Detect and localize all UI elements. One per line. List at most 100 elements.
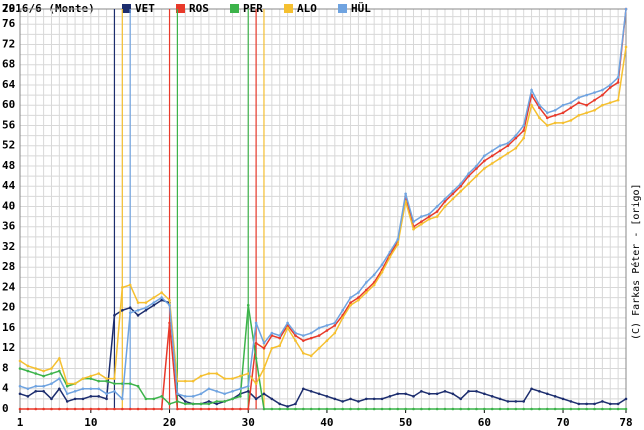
data-point — [262, 407, 266, 411]
data-point — [427, 407, 431, 411]
data-point — [262, 341, 266, 345]
data-point — [349, 296, 352, 299]
data-point — [380, 270, 384, 274]
data-point — [191, 379, 195, 383]
data-point — [349, 397, 352, 401]
data-point — [183, 402, 187, 406]
y-tick-label: 76 — [2, 17, 16, 30]
data-point — [176, 400, 179, 403]
data-point — [364, 407, 368, 411]
data-point — [483, 154, 486, 158]
data-point — [34, 389, 38, 393]
data-point — [490, 162, 494, 165]
data-point — [498, 149, 502, 153]
data-point — [42, 389, 45, 393]
data-point — [601, 400, 604, 403]
data-point — [58, 387, 61, 391]
data-point — [372, 407, 376, 411]
data-point — [538, 116, 541, 120]
data-point — [325, 329, 329, 332]
data-point — [128, 407, 132, 411]
data-point — [215, 389, 219, 393]
data-point — [404, 392, 407, 396]
data-point — [50, 382, 53, 385]
data-point — [585, 103, 588, 107]
data-point — [530, 88, 533, 92]
data-point — [81, 387, 85, 391]
data-point — [160, 291, 163, 294]
legend-label: HÜL — [351, 1, 371, 15]
data-point — [577, 101, 581, 104]
data-point — [97, 407, 101, 411]
data-point — [569, 119, 573, 122]
data-point — [553, 121, 557, 125]
data-point — [490, 407, 494, 411]
data-point — [475, 407, 478, 411]
data-point — [349, 303, 352, 307]
data-point — [278, 407, 282, 411]
data-point — [128, 306, 132, 310]
data-point — [451, 197, 455, 201]
data-point — [593, 98, 596, 102]
series-line — [19, 46, 627, 386]
data-point — [73, 397, 77, 401]
x-tick-label: 40 — [320, 416, 333, 429]
data-point — [262, 392, 266, 396]
data-point — [624, 397, 628, 401]
data-point — [380, 397, 384, 401]
data-point — [286, 326, 289, 330]
data-point — [246, 384, 250, 388]
data-point — [396, 407, 400, 411]
data-point — [144, 308, 148, 312]
x-tick-label: 30 — [242, 416, 255, 429]
data-point — [246, 303, 250, 307]
data-point — [168, 321, 171, 325]
data-point — [538, 389, 541, 393]
data-point — [561, 397, 565, 401]
data-point — [309, 331, 313, 335]
data-point — [601, 103, 604, 107]
data-point — [506, 400, 510, 403]
data-point — [483, 159, 486, 163]
data-point — [561, 407, 565, 411]
data-point — [121, 308, 124, 312]
y-tick-label: 4 — [2, 382, 9, 395]
data-point — [333, 397, 337, 401]
data-point — [113, 389, 116, 393]
data-point — [223, 400, 226, 403]
data-point — [522, 129, 525, 132]
data-point — [207, 372, 211, 375]
data-point — [396, 243, 400, 246]
data-point — [380, 407, 384, 411]
data-point — [530, 407, 533, 411]
data-point — [168, 303, 171, 307]
data-point — [89, 395, 93, 398]
data-point — [254, 397, 258, 401]
data-point — [302, 339, 305, 342]
data-point — [26, 407, 30, 411]
data-point — [545, 124, 549, 127]
y-tick-label: 40 — [2, 199, 15, 212]
data-point — [239, 374, 242, 378]
data-point — [160, 395, 163, 398]
data-point — [199, 392, 203, 396]
y-tick-label: 44 — [2, 179, 16, 192]
data-point — [254, 382, 258, 385]
data-point — [97, 372, 101, 375]
data-point — [183, 400, 187, 403]
data-point — [231, 397, 234, 401]
data-point — [223, 407, 226, 411]
data-point — [459, 407, 463, 411]
data-point — [467, 407, 470, 411]
data-point — [302, 334, 305, 337]
data-point — [498, 144, 502, 148]
data-point — [152, 296, 156, 299]
data-point — [483, 167, 486, 170]
data-point — [231, 389, 234, 393]
data-point — [427, 217, 431, 221]
data-point — [506, 152, 510, 155]
data-point — [254, 341, 258, 345]
data-point — [357, 291, 360, 294]
data-point — [65, 382, 69, 385]
